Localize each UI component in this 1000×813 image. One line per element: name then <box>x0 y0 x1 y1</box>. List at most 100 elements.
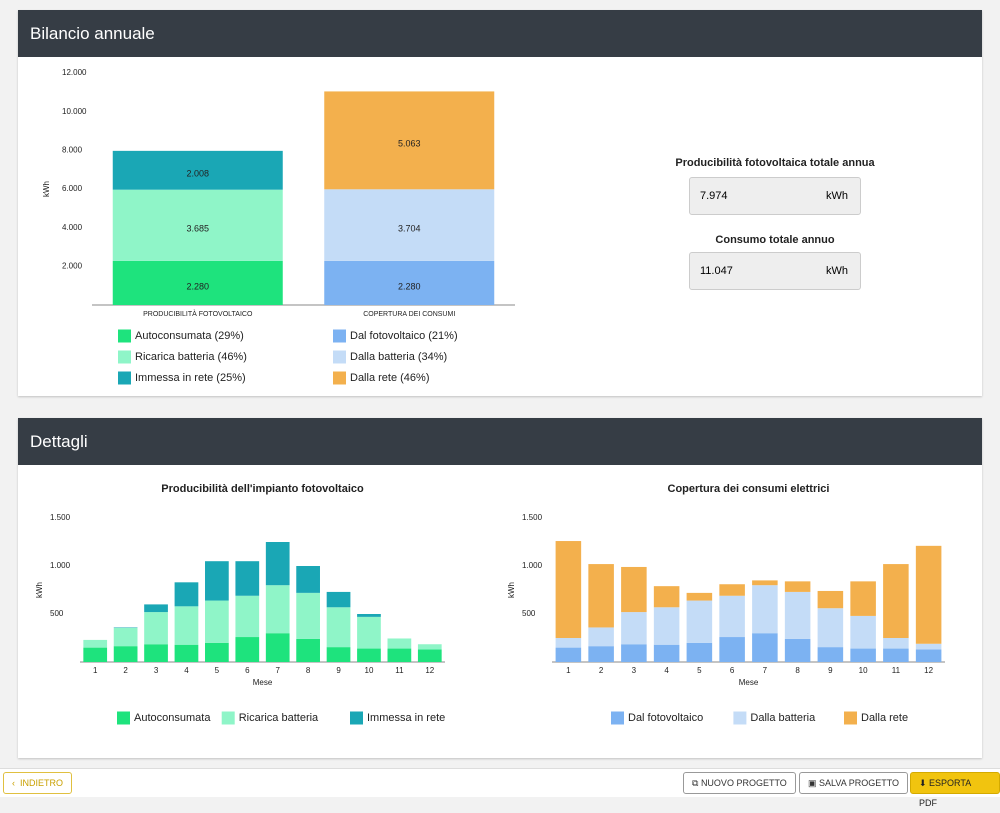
y-tick-label: 1.000 <box>50 561 71 570</box>
legend-label: Dal fotovoltaico (21%) <box>350 330 458 342</box>
legend-label: Dalla batteria <box>750 712 816 724</box>
bar-segment <box>719 637 745 662</box>
bar-segment <box>175 645 199 662</box>
charts: kWh2.0004.0006.0008.00010.00012.000PRODU… <box>0 0 1000 796</box>
bar-segment <box>205 561 229 600</box>
value-label: 3.704 <box>398 223 421 233</box>
y-axis-label: kWh <box>507 582 516 598</box>
x-tick-label: 7 <box>763 666 768 675</box>
bar-segment <box>621 644 647 662</box>
bar-segment <box>621 612 647 644</box>
bar-segment <box>235 637 259 662</box>
bar-segment <box>916 650 942 662</box>
bar-segment <box>296 639 320 662</box>
value-label: 5.063 <box>398 139 421 149</box>
x-tick-label: 9 <box>336 666 341 675</box>
bar-segment <box>327 607 351 647</box>
bar-segment <box>654 645 680 662</box>
legend-swatch <box>118 372 131 385</box>
y-tick-label: 8.000 <box>62 145 83 154</box>
legend-label: Ricarica batteria <box>239 712 319 724</box>
bar-segment <box>556 638 582 648</box>
legend-swatch <box>117 712 130 725</box>
x-tick-label: 11 <box>892 666 901 675</box>
bar-segment <box>327 592 351 607</box>
y-tick-label: 500 <box>50 609 64 618</box>
bar-segment <box>175 582 199 606</box>
bar-segment <box>818 647 844 662</box>
bar-segment <box>266 633 290 662</box>
x-tick-label: 8 <box>795 666 800 675</box>
bar-segment <box>687 643 713 662</box>
bar-segment <box>719 596 745 637</box>
x-tick-label: 1 <box>93 666 98 675</box>
bar-segment <box>235 596 259 637</box>
legend-label: Autoconsumata (29%) <box>135 330 244 342</box>
legend-swatch <box>733 712 746 725</box>
x-tick-label: 11 <box>395 666 404 675</box>
bar-segment <box>621 567 647 612</box>
bar-segment <box>916 546 942 644</box>
legend-label: Dalla batteria (34%) <box>350 351 447 363</box>
bar-segment <box>418 644 442 649</box>
value-label: 2.008 <box>186 169 209 179</box>
legend-swatch <box>333 351 346 364</box>
x-tick-label: 10 <box>365 666 374 675</box>
legend-swatch <box>844 712 857 725</box>
bar-segment <box>883 638 909 649</box>
legend-label: Dalla rete <box>861 712 908 724</box>
x-tick-label: 1 <box>566 666 571 675</box>
y-axis-label: kWh <box>35 582 44 598</box>
bar-segment <box>883 564 909 638</box>
legend-label: Immessa in rete <box>367 712 445 724</box>
x-tick-label: 9 <box>828 666 833 675</box>
y-tick-label: 12.000 <box>62 68 87 77</box>
x-tick-label: 6 <box>245 666 250 675</box>
value-label: 3.685 <box>186 224 209 234</box>
bar-segment <box>785 581 811 592</box>
legend-swatch <box>333 330 346 343</box>
x-tick-label: 2 <box>599 666 604 675</box>
chart-title: Copertura dei consumi elettrici <box>668 483 830 495</box>
bar-segment <box>588 564 614 627</box>
bar-segment <box>687 601 713 643</box>
bar-segment <box>654 586 680 607</box>
x-tick-label: 12 <box>425 666 434 675</box>
legend-label: Immessa in rete (25%) <box>135 372 246 384</box>
x-tick-label: 10 <box>859 666 868 675</box>
x-axis-label: Mese <box>739 678 759 687</box>
x-tick-label: 2 <box>123 666 128 675</box>
x-tick-label: COPERTURA DEI CONSUMI <box>363 311 455 318</box>
x-tick-label: 5 <box>215 666 220 675</box>
bar-segment <box>144 644 168 662</box>
bar-segment <box>752 580 778 585</box>
bar-segment <box>850 616 876 649</box>
bar-segment <box>719 584 745 596</box>
bar-segment <box>114 628 138 646</box>
legend-label: Dalla rete (46%) <box>350 372 429 384</box>
bar-segment <box>83 648 107 662</box>
bar-segment <box>144 612 168 644</box>
bar-segment <box>850 581 876 616</box>
value-label: 2.280 <box>398 281 421 291</box>
bar-segment <box>850 649 876 662</box>
y-tick-label: 6.000 <box>62 184 83 193</box>
x-tick-label: 4 <box>664 666 669 675</box>
x-tick-label: PRODUCIBILITÀ FOTOVOLTAICO <box>143 309 253 318</box>
y-tick-label: 500 <box>522 609 536 618</box>
legend-label: Dal fotovoltaico <box>628 712 703 724</box>
bar-segment <box>266 542 290 585</box>
legend-swatch <box>350 712 363 725</box>
x-tick-label: 6 <box>730 666 735 675</box>
x-tick-label: 7 <box>275 666 280 675</box>
bar-segment <box>235 561 259 596</box>
legend-swatch <box>611 712 624 725</box>
bar-segment <box>752 585 778 633</box>
bar-segment <box>357 649 381 662</box>
y-tick-label: 1.000 <box>522 561 543 570</box>
bar-segment <box>266 585 290 633</box>
bar-segment <box>588 646 614 662</box>
bar-segment <box>588 627 614 646</box>
bar-segment <box>327 647 351 662</box>
bar-segment <box>205 643 229 662</box>
